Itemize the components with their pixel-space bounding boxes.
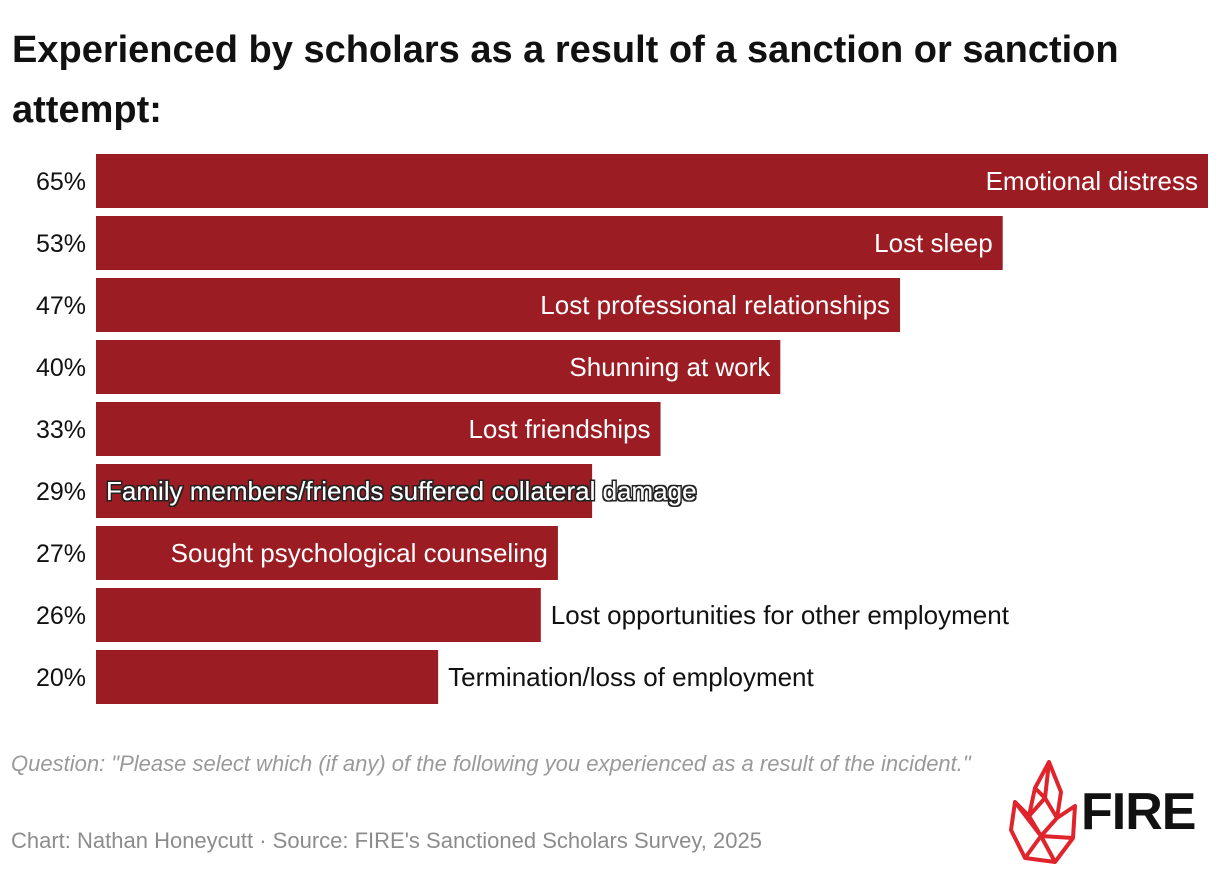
question-note: Question: "Please select which (if any) …: [11, 751, 971, 776]
value-label: 40%: [36, 354, 86, 382]
fire-logo: FIRE: [1005, 758, 1213, 866]
value-label: 53%: [36, 230, 86, 258]
bar: [96, 340, 781, 394]
bar: [96, 650, 439, 704]
logo-text: FIRE: [1081, 783, 1196, 841]
value-label: 65%: [36, 168, 86, 196]
bar: [96, 588, 541, 642]
category-label: Lost professional relationships: [540, 290, 890, 320]
bar: [96, 526, 558, 580]
value-label: 20%: [36, 664, 86, 692]
category-label: Lost opportunities for other employment: [551, 600, 1010, 630]
bar: [96, 154, 1208, 208]
category-label: Lost friendships: [468, 414, 650, 444]
value-label: 47%: [36, 292, 86, 320]
category-label: Lost sleep: [874, 228, 993, 258]
bar: [96, 216, 1003, 270]
value-label: 29%: [36, 478, 86, 506]
bar: [96, 464, 593, 518]
category-label: Sought psychological counseling: [171, 538, 548, 568]
value-label: 33%: [36, 416, 86, 444]
page-title: Experienced by scholars as a result of a…: [12, 29, 1119, 131]
bar: [96, 402, 661, 456]
category-label: Termination/loss of employment: [448, 662, 814, 692]
chart-credit: Chart: Nathan Honeycutt · Source: FIRE's…: [11, 828, 762, 853]
category-label: Emotional distress: [986, 166, 1198, 196]
category-label: Family members/friends suffered collater…: [106, 476, 697, 506]
bar: [96, 278, 901, 332]
value-label: 27%: [36, 540, 86, 568]
flame-logo-icon: [1009, 760, 1077, 864]
value-label: 26%: [36, 602, 86, 630]
category-label: Shunning at work: [569, 352, 771, 382]
